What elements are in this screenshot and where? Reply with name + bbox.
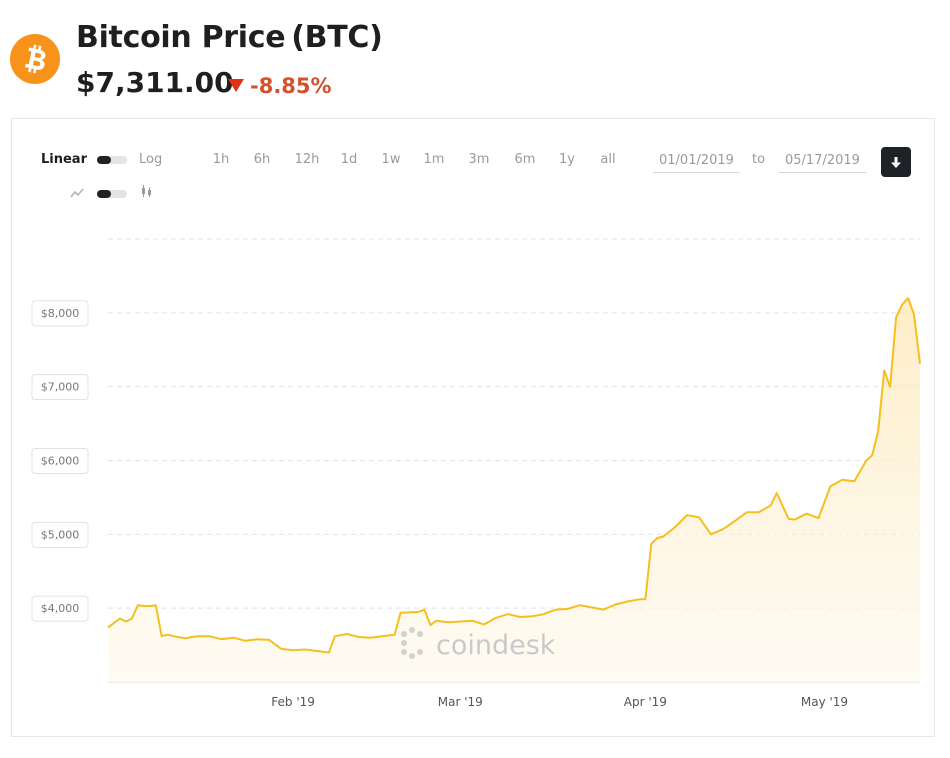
watermark-text: coindesk [436, 630, 556, 661]
candlestick-icon[interactable] [140, 184, 154, 198]
date-to-input[interactable] [779, 149, 866, 173]
linear-scale-label[interactable]: Linear [41, 152, 87, 167]
page-title: Bitcoin Price (BTC) [76, 20, 383, 55]
y-tick-text: $8,000 [41, 307, 80, 320]
y-tick-text: $5,000 [41, 528, 80, 541]
x-tick-label: Feb '19 [271, 695, 315, 709]
date-to-separator: to [752, 152, 766, 167]
bitcoin-icon [10, 34, 60, 84]
y-tick-label: $8,000 [31, 300, 89, 327]
range-1h[interactable]: 1h [212, 152, 230, 167]
range-12h[interactable]: 12h [294, 152, 320, 167]
coin-symbol: (BTC) [291, 20, 383, 55]
range-6h[interactable]: 6h [253, 152, 271, 167]
chart-card: coindesk $4,000 $5,000 $6,000 $7,000 $8,000 Fe… [11, 118, 935, 737]
price-line [107, 297, 921, 654]
x-tick-label: Apr '19 [624, 695, 667, 709]
y-tick-box [31, 448, 89, 474]
header: Bitcoin Price (BTC) $7,311.00 -8.85% [0, 0, 950, 118]
y-tick-label: $7,000 [31, 374, 89, 401]
price-change: -8.85% [228, 74, 332, 98]
download-button[interactable] [881, 147, 911, 177]
log-scale-label[interactable]: Log [139, 152, 163, 167]
y-tick-box [31, 521, 89, 548]
y-tick-text: $7,000 [41, 381, 80, 394]
price-area [108, 298, 920, 682]
range-1d[interactable]: 1d [340, 152, 358, 167]
range-6m[interactable]: 6m [514, 152, 536, 167]
x-tick-label: May '19 [801, 695, 848, 709]
range-1w[interactable]: 1w [381, 152, 401, 167]
range-1m[interactable]: 1m [423, 152, 445, 167]
y-tick-box [31, 595, 89, 622]
date-from-input[interactable] [653, 149, 740, 173]
current-price: $7,311.00 [76, 66, 234, 99]
line-chart-icon[interactable] [70, 187, 84, 199]
coindesk-watermark: coindesk [401, 627, 556, 661]
range-all[interactable]: all [600, 152, 616, 167]
y-tick-box [31, 300, 89, 327]
range-3m[interactable]: 3m [468, 152, 490, 167]
y-tick-label: $6,000 [31, 448, 89, 474]
range-1y[interactable]: 1y [559, 152, 575, 167]
y-tick-box [31, 374, 89, 401]
y-tick-label: $5,000 [31, 521, 89, 548]
chart-style-toggle[interactable] [97, 190, 127, 198]
price-change-value: -8.85% [250, 74, 332, 98]
y-tick-label: $4,000 [31, 595, 89, 622]
scale-toggle-knob [97, 156, 111, 164]
scale-toggle[interactable] [97, 156, 127, 164]
y-tick-text: $4,000 [41, 602, 80, 615]
chart-style-toggle-knob [97, 190, 111, 198]
download-icon [891, 157, 901, 168]
down-arrow-icon [228, 79, 244, 92]
x-tick-label: Mar '19 [438, 695, 483, 709]
y-tick-text: $6,000 [41, 455, 80, 468]
coin-name: Bitcoin Price [76, 20, 286, 55]
price-chart: coindesk $4,000 $5,000 $6,000 $7,000 $8,000 Fe… [31, 238, 921, 709]
